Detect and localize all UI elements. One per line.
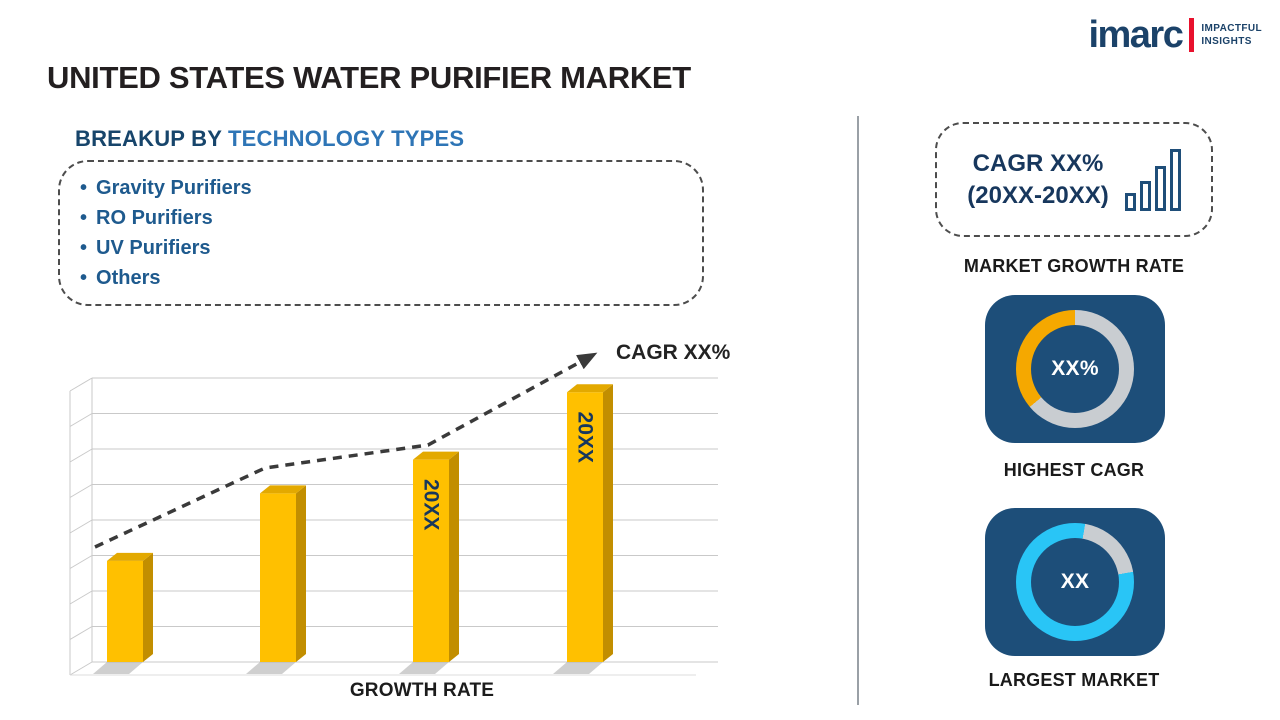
largest-market-card: XX: [985, 508, 1165, 656]
bar-chart-icon-bar: [1139, 180, 1151, 211]
page-title: UNITED STATES WATER PURIFIER MARKET: [47, 60, 691, 95]
list-item: • Others: [80, 263, 702, 293]
cagr-box-line1: CAGR XX%: [972, 149, 1104, 177]
bar-shadow: [553, 662, 603, 674]
bar-shadow: [246, 662, 296, 674]
bar-shadow: [399, 662, 449, 674]
chart-trend-label: CAGR XX%: [616, 341, 731, 364]
bar-label: 20XX: [574, 412, 597, 463]
largest-market-donut: XX: [1016, 523, 1134, 641]
bar-side: [143, 552, 153, 662]
bar-side: [296, 485, 306, 662]
bar-3: [567, 392, 603, 662]
highest-cagr-card: XX%: [985, 295, 1165, 443]
highest-cagr-label: HIGHEST CAGR: [1003, 460, 1145, 480]
cagr-box: CAGR XX% (20XX-20XX): [935, 122, 1213, 237]
bar-2: [413, 459, 449, 662]
logo-tagline-line2: INSIGHTS: [1201, 36, 1252, 47]
bullet-icon: •: [80, 237, 88, 259]
bar-label: 20XX: [420, 479, 443, 530]
gridline-slant: [69, 448, 93, 463]
tech-type-label: RO Purifiers: [96, 207, 213, 229]
tech-type-label: Others: [96, 267, 161, 289]
bar-chart-icon-bar: [1169, 148, 1181, 211]
tech-type-label: Gravity Purifiers: [96, 177, 252, 199]
list-item: • Gravity Purifiers: [80, 173, 702, 203]
bar-chart-icon-bar: [1124, 192, 1136, 211]
gridline-slant: [69, 590, 93, 605]
bar-top: [107, 552, 153, 561]
market-growth-rate-label: MARKET GROWTH RATE: [963, 256, 1185, 276]
section-divider: [857, 116, 859, 705]
bar-0: [107, 560, 143, 662]
bar-chart-icon: [1124, 148, 1181, 211]
logo-brand-text: imarc: [1088, 14, 1183, 56]
imarc-logo: imarc IMPACTFUL INSIGHTS: [1088, 16, 1262, 54]
bar-1: [260, 493, 296, 662]
logo-tagline-line1: IMPACTFUL: [1201, 23, 1262, 34]
breakup-heading-prefix: BREAKUP BY: [75, 126, 222, 151]
bar-side: [449, 451, 459, 662]
logo-accent-bar: [1189, 18, 1195, 52]
bullet-icon: •: [80, 177, 88, 199]
trend-arrow: [94, 352, 598, 549]
bar-top: [260, 485, 306, 494]
largest-market-label: LARGEST MARKET: [988, 670, 1160, 690]
highest-cagr-donut: XX%: [1016, 310, 1134, 428]
bullet-icon: •: [80, 267, 88, 289]
breakup-heading-highlight: TECHNOLOGY TYPES: [227, 126, 465, 151]
bar-top: [413, 451, 459, 460]
highest-cagr-value: XX%: [1051, 357, 1099, 380]
breakup-heading: BREAKUP BY TECHNOLOGY TYPES: [75, 126, 464, 152]
bar-side: [603, 384, 613, 662]
technology-types-box: • Gravity Purifiers • RO Purifiers • UV …: [58, 160, 704, 306]
gridline-slant: [69, 555, 93, 569]
gridline-slant: [69, 413, 93, 427]
gridline-slant: [69, 484, 93, 498]
bar-chart-icon-bar: [1154, 165, 1166, 211]
highest-cagr-hole: XX%: [1031, 325, 1119, 413]
gridline-slant: [69, 377, 93, 392]
tech-type-label: UV Purifiers: [96, 237, 211, 259]
logo-tagline: IMPACTFUL INSIGHTS: [1201, 22, 1262, 48]
largest-market-hole: XX: [1031, 538, 1119, 626]
cagr-box-line2: (20XX-20XX): [967, 181, 1109, 209]
list-item: • RO Purifiers: [80, 203, 702, 233]
bar-shadow: [93, 662, 143, 674]
gridline-slant: [69, 519, 93, 534]
largest-market-value: XX: [1060, 570, 1090, 593]
bullet-icon: •: [80, 207, 88, 229]
bar-top: [567, 384, 613, 393]
gridline-slant: [69, 626, 93, 640]
chart-x-axis-label: GROWTH RATE: [349, 680, 495, 701]
gridline-slant: [69, 661, 93, 676]
list-item: • UV Purifiers: [80, 233, 702, 263]
cagr-box-text: CAGR XX% (20XX-20XX): [967, 148, 1108, 211]
growth-bar-chart: 20XX 20XX: [69, 352, 718, 676]
